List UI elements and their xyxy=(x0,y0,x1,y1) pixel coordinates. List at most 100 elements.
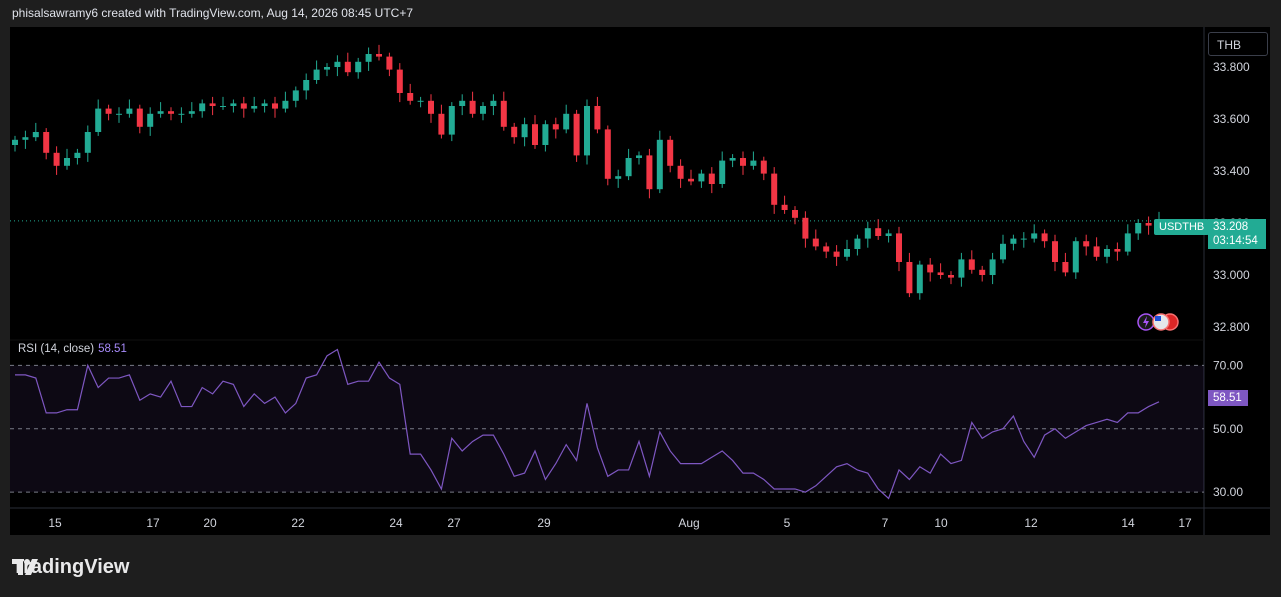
candle-body xyxy=(147,113,154,127)
candle-body xyxy=(53,152,60,166)
candle-body xyxy=(906,262,913,294)
candle xyxy=(563,104,570,134)
candle xyxy=(126,99,133,118)
candle xyxy=(708,167,715,194)
candle-body xyxy=(844,249,850,257)
candle xyxy=(594,96,601,134)
candle-body xyxy=(292,90,299,101)
chart-area[interactable] xyxy=(10,27,1270,535)
candle-body xyxy=(313,69,320,80)
time-tick-label: 14 xyxy=(1121,516,1135,530)
candle-body xyxy=(272,103,278,109)
candle-body xyxy=(552,124,559,130)
price-tick-label: 33.600 xyxy=(1213,112,1250,126)
candle xyxy=(334,55,341,77)
candle-body xyxy=(532,124,538,145)
candle-body xyxy=(1010,238,1017,244)
candle xyxy=(1135,219,1142,240)
candle-body xyxy=(615,176,622,179)
time-tick-label: 29 xyxy=(537,516,551,530)
candle xyxy=(74,148,81,165)
candle-body xyxy=(386,56,393,70)
candle-body xyxy=(625,158,632,177)
candle-body xyxy=(937,272,944,275)
candle-body xyxy=(220,106,226,107)
candle-body xyxy=(334,61,341,67)
candle xyxy=(355,57,362,79)
time-tick-label: 27 xyxy=(447,516,461,530)
candle xyxy=(116,107,122,123)
candle xyxy=(885,229,892,243)
candle-body xyxy=(480,106,486,114)
event-icons[interactable] xyxy=(1136,312,1184,332)
candle xyxy=(43,128,50,160)
candle xyxy=(344,52,351,77)
price-tick-label: 33.400 xyxy=(1213,164,1250,178)
candle xyxy=(636,151,642,165)
candle xyxy=(698,169,705,188)
candle xyxy=(438,104,445,139)
rsi-layer xyxy=(10,348,1204,500)
candle xyxy=(927,258,934,282)
candle xyxy=(1145,216,1152,235)
candle-body xyxy=(126,108,133,114)
candle-body xyxy=(199,103,206,112)
rsi-legend[interactable]: RSI (14, close) 58.51 xyxy=(18,343,127,355)
candle-body xyxy=(417,100,424,102)
candle xyxy=(490,94,497,116)
candle xyxy=(168,107,174,121)
candle xyxy=(220,96,226,110)
candle-body xyxy=(157,111,164,114)
time-tick-label: Aug xyxy=(678,516,699,530)
time-tick-label: 10 xyxy=(934,516,948,530)
time-tick-label: 12 xyxy=(1024,516,1038,530)
candle xyxy=(864,221,871,248)
candle xyxy=(188,102,195,118)
candle-body xyxy=(43,132,50,153)
tradingview-logo[interactable]: TradingView xyxy=(12,556,129,579)
candle-body xyxy=(396,69,403,93)
candle xyxy=(417,96,424,108)
rsi-value-tag: 58.51 xyxy=(1208,390,1248,406)
time-tick-label: 15 xyxy=(48,516,62,530)
candle xyxy=(157,102,164,118)
time-tick-label: 17 xyxy=(146,516,160,530)
last-price-value: 33.208 xyxy=(1213,221,1249,233)
candle xyxy=(1010,234,1017,251)
time-tick-label: 24 xyxy=(389,516,403,530)
candle-body xyxy=(1145,223,1152,226)
candle xyxy=(136,104,143,134)
candle-body xyxy=(178,113,185,115)
candle-body xyxy=(1020,238,1027,240)
candle xyxy=(324,63,330,77)
candle-body xyxy=(1072,241,1079,273)
candle xyxy=(968,250,975,274)
candle-body xyxy=(875,228,882,236)
candle-body xyxy=(428,100,434,114)
candle xyxy=(916,260,923,300)
candle xyxy=(615,169,622,188)
currency-selector[interactable]: THB xyxy=(1208,32,1268,56)
candle-body xyxy=(688,178,694,182)
candle xyxy=(105,104,112,121)
candle xyxy=(199,99,206,118)
candle-body xyxy=(1124,233,1131,252)
candle-body xyxy=(500,100,507,127)
candle-body xyxy=(823,246,830,252)
candle xyxy=(542,120,549,152)
candle xyxy=(1093,237,1100,261)
candle-body xyxy=(324,67,330,70)
candle xyxy=(209,96,216,116)
candle-body xyxy=(802,217,809,239)
candle-body xyxy=(84,132,91,153)
candle xyxy=(282,91,289,113)
candle-body xyxy=(636,155,642,158)
candle xyxy=(729,154,736,168)
candle-body xyxy=(95,108,102,132)
candle xyxy=(656,130,663,194)
candle-body xyxy=(459,100,466,106)
candle-body xyxy=(448,106,455,135)
candle xyxy=(760,156,767,181)
candle-body xyxy=(792,210,798,218)
